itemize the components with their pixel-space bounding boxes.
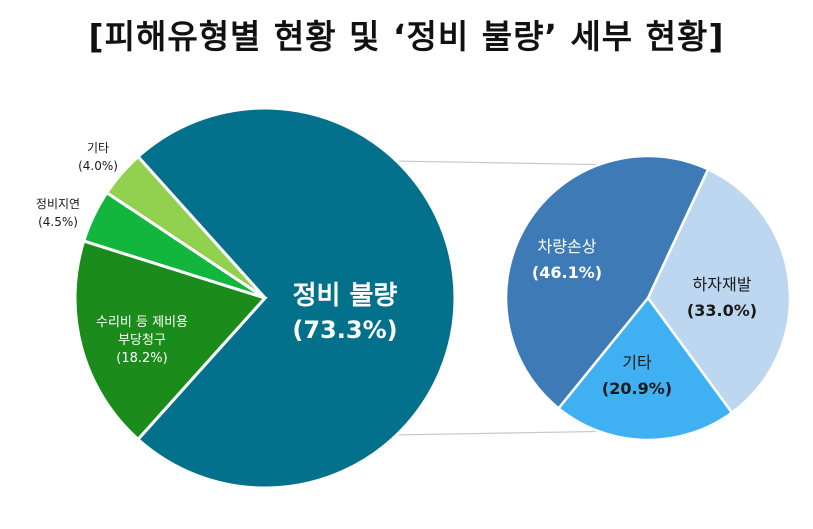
main-pie [73,106,457,490]
detail-slice-3 [646,167,792,415]
main-slice-4 [104,154,267,300]
detail-label-name-2: 기타 [622,353,652,372]
main-label-name-4: 기타 [87,141,109,155]
detail-label-value-3: (33.0%) [687,301,757,320]
detail-slice-1 [504,154,710,411]
main-label-value-3: (4.5%) [38,215,78,229]
chart-title: [피해유형별 현황 및 ‘정비 불량’ 세부 현황] [88,17,725,56]
main-label-value-1: (73.3%) [292,316,397,344]
main-label-name-3: 정비지연 [36,197,80,211]
main-slice-2 [73,239,268,442]
detail-label-value-1: (46.1%) [532,263,602,282]
main-label-name-1: 정비 불량 [293,281,398,311]
detail-label-name-3: 하자재발 [693,275,752,294]
detail-label-value-2: (20.9%) [602,379,672,398]
detail-slice-2 [556,295,734,442]
detail-pie [504,154,792,442]
detail-pie-labels: 차량손상 (46.1%) 기타 (20.9%) 하자재발 (33.0%) [532,237,757,398]
main-slice-1 [135,106,457,490]
main-label-name-2b: 부당청구 [118,333,166,348]
main-label-value-4: (4.0%) [78,159,118,173]
main-label-name-2a: 수리비 등 제비용 [96,315,188,330]
main-label-value-2: (18.2%) [116,351,167,366]
detail-label-name-1: 차량손상 [538,237,597,256]
